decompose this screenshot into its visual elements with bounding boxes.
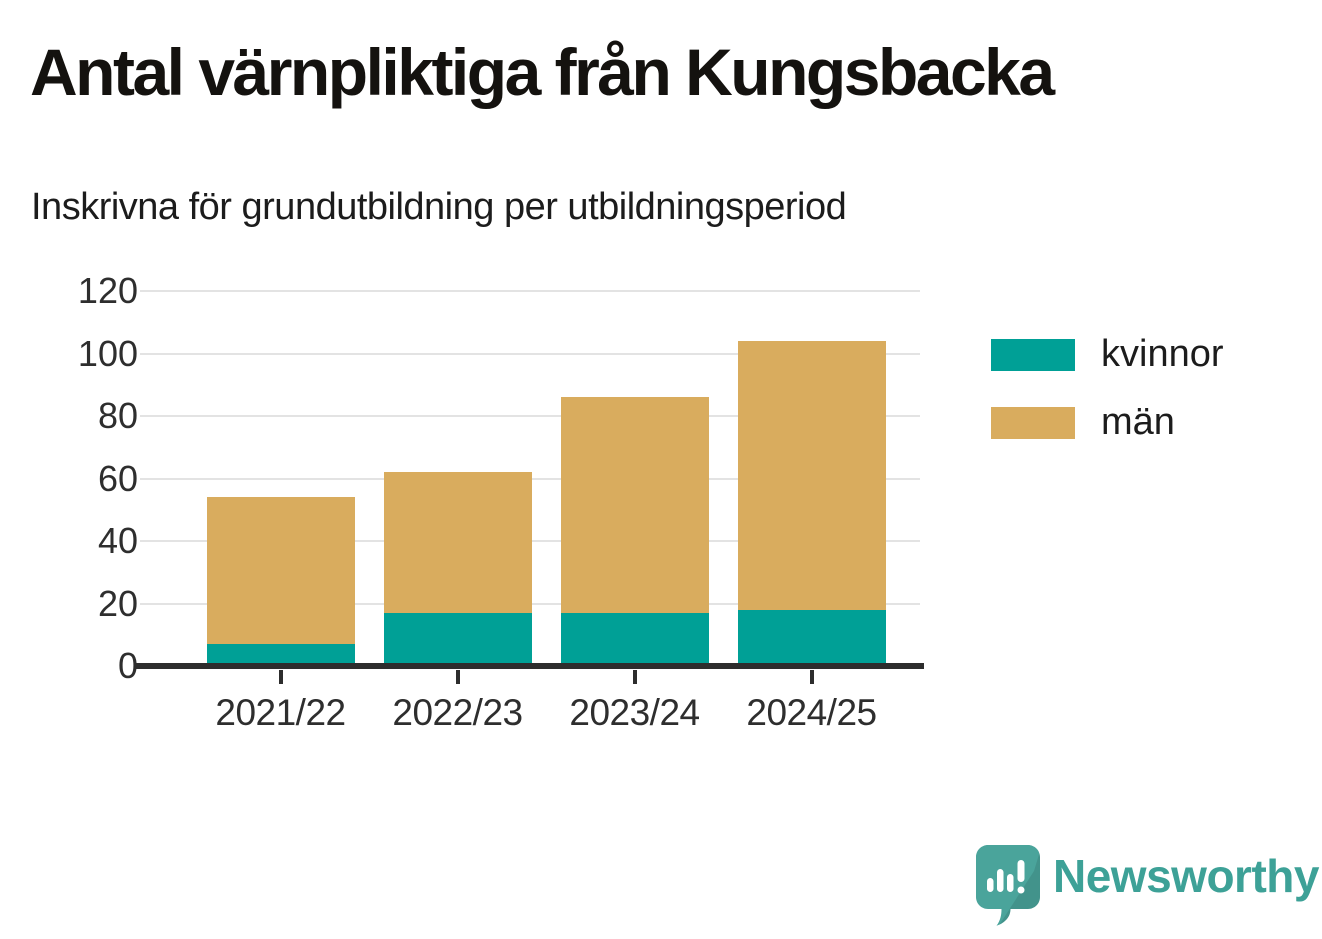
newsworthy-logo: Newsworthy	[976, 845, 1319, 927]
x-axis-tick	[455, 670, 460, 684]
gridline	[140, 415, 920, 417]
x-axis-tick-label: 2021/22	[215, 692, 346, 733]
y-axis-tick-label: 60	[97, 457, 138, 499]
bar-segment-kvinnor	[560, 612, 709, 666]
gridline	[140, 352, 920, 355]
bar-segment-kvinnor	[383, 612, 532, 666]
y-axis-labels: 0 20 40 60 80 100 120	[30, 271, 138, 686]
x-axis-tick-label: 2023/24	[569, 692, 700, 733]
x-axis-tick	[278, 670, 283, 684]
man-color-swatch	[991, 406, 1075, 439]
bar-segment-män	[383, 472, 532, 613]
page-title: Antal värnpliktiga från Kungsbacka	[30, 35, 1055, 109]
y-axis-tick-label: 80	[97, 395, 138, 436]
bar-segment-kvinnor	[206, 644, 355, 666]
x-axis-tick	[809, 670, 814, 684]
newsworthy-wordmark: Newsworthy	[1053, 850, 1319, 902]
x-axis-tick-label: 2024/25	[746, 692, 877, 733]
y-axis-tick-label: 100	[77, 332, 138, 374]
x-axis-line	[136, 663, 924, 669]
legend-item-man: män	[991, 401, 1224, 444]
y-axis-tick-label: 20	[97, 582, 138, 624]
newsworthy-speech-bubble-chart-icon	[976, 845, 1040, 927]
y-axis-tick-label: 40	[97, 520, 138, 561]
bar-segment-män	[560, 397, 709, 613]
y-axis-tick-label: 120	[77, 270, 138, 311]
plot-area: 2021/22 2022/23 2023/24 2024/25	[136, 290, 924, 733]
legend-item-kvinnor: kvinnor	[991, 333, 1224, 376]
y-axis-tick-label: 0	[117, 645, 138, 686]
x-axis-tick-label: 2022/23	[392, 692, 523, 733]
legend-label-kvinnor: kvinnor	[1101, 333, 1224, 375]
legend: kvinnor män	[991, 333, 1224, 444]
chart-subtitle: Inskrivna för grundutbildning per utbild…	[31, 186, 847, 228]
bar-segment-män	[206, 497, 355, 645]
gridline	[140, 290, 920, 292]
bar-segment-kvinnor	[737, 609, 886, 666]
kvinnor-color-swatch	[991, 338, 1075, 371]
bar-segment-män	[737, 341, 886, 610]
legend-label-man: män	[1101, 401, 1175, 443]
x-axis-tick	[632, 670, 637, 684]
bar-chart: 0 20 40 60 80 100 120 2021/22 2022/23 2023/24 202…	[30, 271, 1224, 734]
